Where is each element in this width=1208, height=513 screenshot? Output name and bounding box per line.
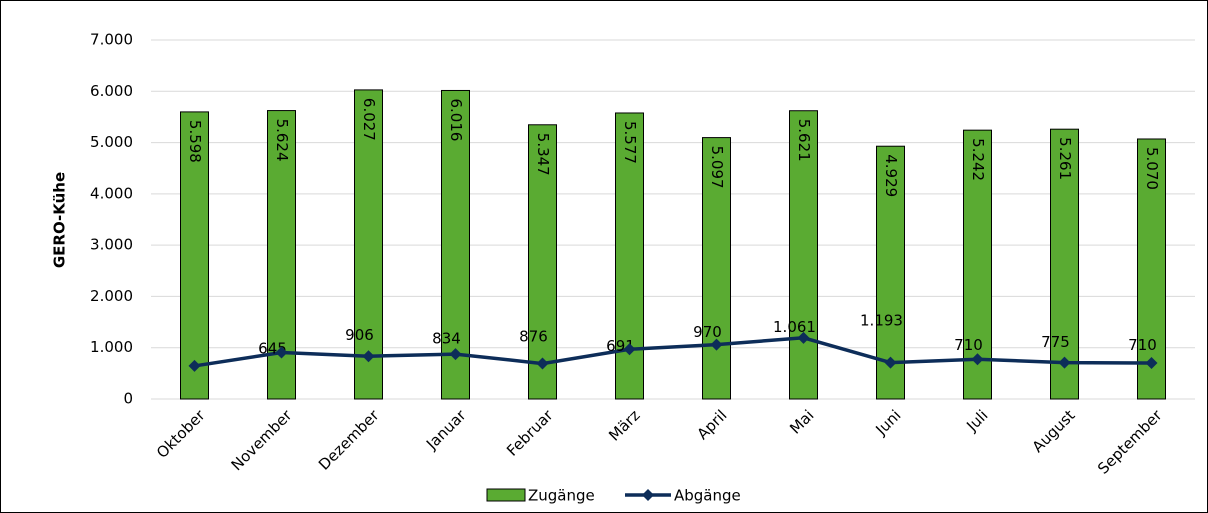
data-label: 775 [1041, 333, 1070, 351]
data-label: 5.598 [186, 120, 204, 163]
bar [354, 89, 383, 400]
legend-label: Zugänge [528, 487, 595, 505]
data-label: 5.097 [708, 146, 726, 189]
y-tick-label: 1.000 [90, 338, 133, 356]
data-label: 6.027 [360, 98, 378, 141]
marker [1145, 357, 1158, 370]
data-label: 5.577 [621, 121, 639, 164]
marker [1058, 356, 1071, 369]
legend-label: Abgänge [674, 487, 741, 505]
y-tick-label: 7.000 [90, 31, 133, 49]
data-label: 1.061 [773, 318, 816, 336]
y-axis-label: GERO-Kühe [51, 172, 69, 268]
bar [1050, 128, 1079, 400]
data-label: 6.016 [447, 98, 465, 141]
marker [449, 348, 462, 361]
data-label: 834 [432, 330, 461, 348]
marker [536, 357, 549, 370]
data-label: 5.347 [534, 133, 552, 176]
y-tick-label: 4.000 [90, 184, 133, 202]
line [194, 336, 1152, 368]
data-label: 710 [954, 336, 983, 354]
data-label: 5.261 [1056, 137, 1074, 180]
marker [884, 356, 897, 369]
data-label: 5.621 [795, 119, 813, 162]
marker [188, 359, 201, 372]
legend-marker [642, 489, 654, 501]
y-tick-label: 5.000 [90, 133, 133, 151]
marker [623, 343, 636, 356]
data-label: 5.070 [1143, 147, 1161, 190]
data-label: 5.624 [273, 119, 291, 162]
y-tick-label: 3.000 [90, 236, 133, 254]
bar [789, 110, 818, 400]
marker [362, 350, 375, 363]
bar [702, 137, 731, 400]
bar [528, 124, 557, 400]
bar [441, 89, 470, 400]
y-tick-label: 0 [123, 390, 133, 408]
marker [275, 346, 288, 359]
data-label: 4.929 [882, 154, 900, 197]
data-label: 906 [345, 326, 374, 344]
data-label: 710 [1128, 336, 1157, 354]
data-label: 970 [693, 323, 722, 341]
data-label: 5.242 [969, 138, 987, 181]
legend-swatch [486, 488, 526, 502]
data-label: 1.193 [860, 311, 903, 329]
marker [797, 331, 810, 344]
marker [971, 353, 984, 366]
data-label: 876 [519, 328, 548, 346]
marker [710, 338, 723, 351]
bar [1137, 138, 1166, 400]
bar [180, 111, 209, 400]
y-tick-label: 6.000 [90, 82, 133, 100]
y-tick-label: 2.000 [90, 287, 133, 305]
